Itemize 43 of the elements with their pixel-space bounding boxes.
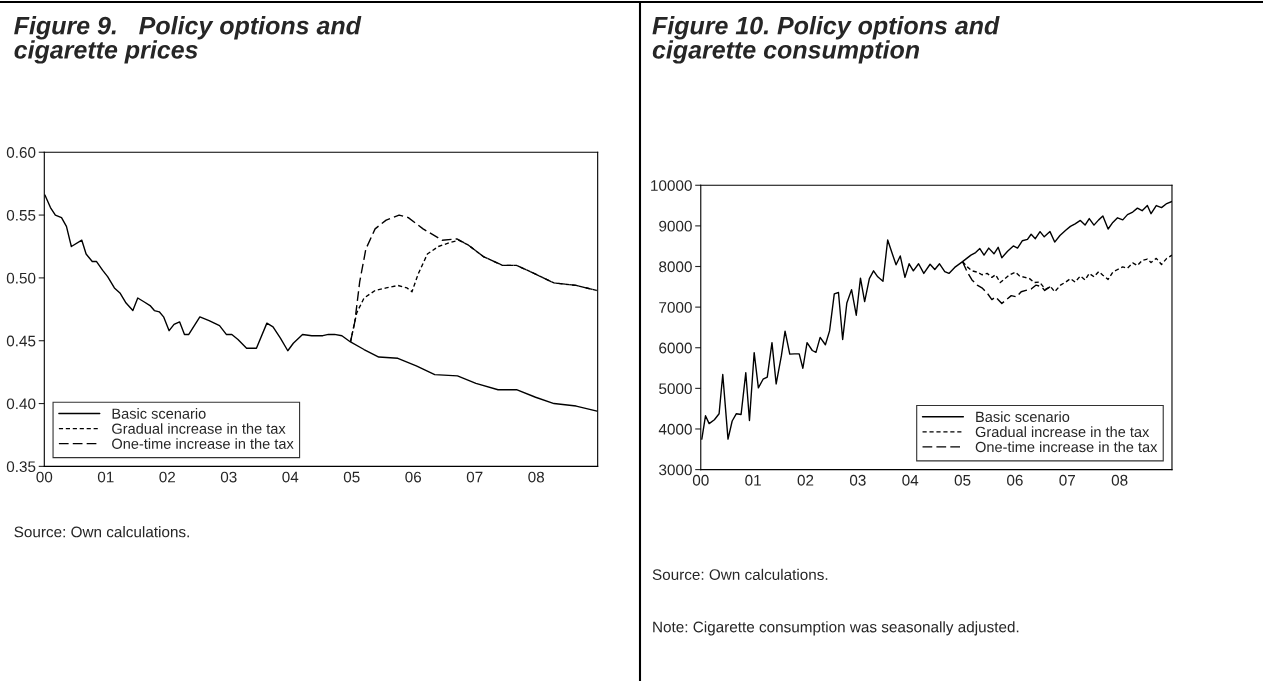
x-tick-label: 05 [954, 474, 971, 486]
x-tick-label: 00 [36, 471, 53, 483]
x-tick-label: 08 [1111, 474, 1128, 486]
chart-title: Figure 9. Policy options and cigarette prices [14, 16, 362, 64]
y-tick-label: 4000 [658, 423, 692, 435]
legend-label: Basic scenario [976, 411, 1070, 423]
text: Note: Cigarette consumption was seasonally adjusted. [653, 621, 1019, 636]
x-tick-label: 01 [97, 471, 114, 483]
y-tick-label: 0.35 [6, 461, 36, 473]
x-tick-label: 00 [692, 474, 709, 486]
source-note: Source: Own calculations. [14, 526, 189, 538]
y-tick-label: 6000 [659, 342, 692, 354]
x-tick-label: 01 [745, 474, 761, 486]
y-tick-label: 7000 [659, 301, 692, 313]
x-tick-label: 02 [159, 471, 175, 483]
x-tick-label: 04 [902, 474, 919, 486]
y-tick-label: 0.40 [6, 398, 36, 410]
y-tick-label: 9000 [659, 220, 692, 232]
legend-label: Basic scenario [112, 408, 206, 419]
y-tick-label: 3000 [659, 464, 692, 476]
chart-title: Figure 10. Policy options and cigarette consumption [652, 16, 1000, 64]
source-note: Source: Own calculations. [652, 568, 828, 581]
y-tick-label: 0.60 [6, 147, 36, 158]
x-tick-label: 07 [1059, 474, 1075, 486]
x-tick-label: 07 [466, 471, 483, 483]
x-tick-label: 05 [343, 471, 360, 483]
y-tick-label: 10000 [651, 180, 692, 191]
x-tick-label: 03 [220, 471, 237, 483]
y-tick-label: 0.50 [6, 272, 36, 284]
x-tick-label: 06 [405, 471, 422, 483]
legend-label: One-time increase in the tax [112, 438, 294, 449]
x-tick-label: 03 [849, 474, 866, 486]
x-tick-label: 02 [797, 474, 814, 486]
y-tick-label: 0.55 [6, 209, 36, 221]
legend-label: Gradual increase in the tax [975, 426, 1150, 438]
x-tick-label: 04 [282, 471, 299, 483]
x-tick-label: 06 [1007, 474, 1023, 486]
y-tick-label: 8000 [659, 261, 692, 273]
x-tick-label: 08 [528, 471, 545, 483]
y-tick-label: 5000 [659, 383, 692, 395]
legend-label: One-time increase in the tax [975, 441, 1158, 453]
y-tick-label: 0.45 [6, 335, 36, 347]
legend-label: Gradual increase in the tax [112, 423, 286, 434]
